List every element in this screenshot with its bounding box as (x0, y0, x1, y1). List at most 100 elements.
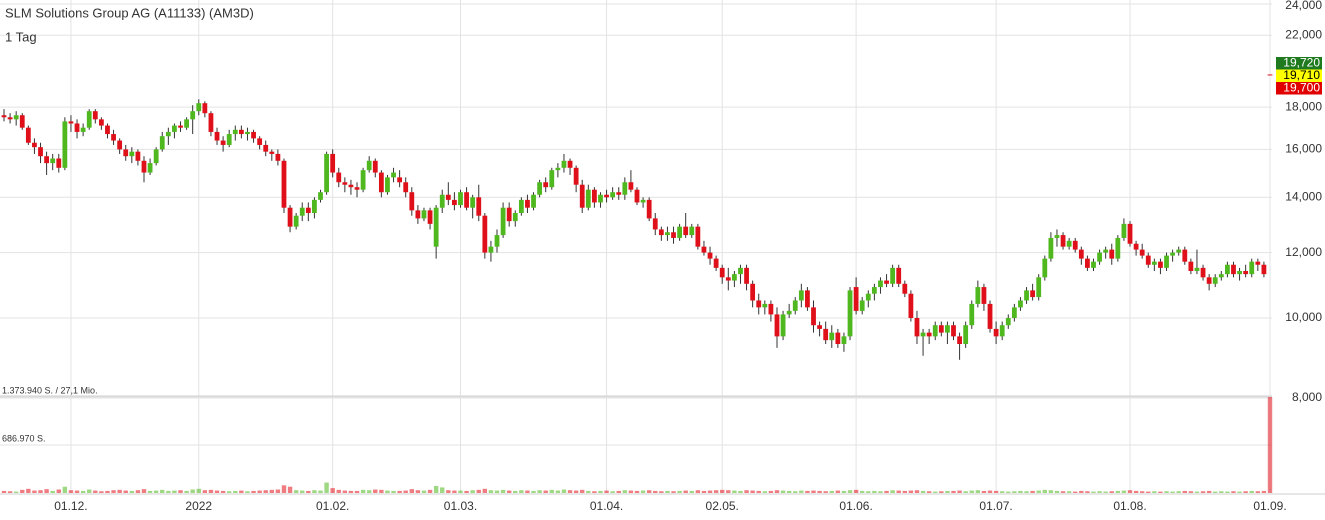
candle-body (1036, 277, 1042, 298)
volume-bar (872, 490, 877, 493)
candle-body (1224, 264, 1230, 275)
candle-body (531, 194, 536, 208)
candle-body (13, 115, 19, 120)
x-tick-label: 02.05. (706, 499, 739, 513)
candle-body (677, 226, 683, 238)
y-tick-label: 8,000 (1292, 390, 1322, 404)
volume-bar (50, 490, 55, 493)
volume-bar (1066, 491, 1072, 493)
volume-bar (251, 490, 256, 493)
candle-body (573, 167, 579, 185)
candle-body (92, 111, 98, 120)
candle-body (1261, 264, 1267, 275)
volume-bar (1237, 491, 1242, 493)
volume-bar (117, 489, 122, 493)
candle-body (920, 332, 926, 337)
candle-body (604, 194, 609, 198)
candle-body (184, 119, 189, 128)
candle-body (969, 303, 975, 326)
volume-bar (823, 491, 828, 493)
price-badge (1276, 57, 1322, 70)
volume-bar (208, 489, 214, 493)
volume-bar (616, 490, 621, 493)
volume-bar (74, 490, 80, 493)
y-tick-label: 24,000 (1285, 0, 1322, 12)
volume-bar (537, 490, 542, 493)
candle-body (50, 158, 56, 164)
candle-body (275, 153, 281, 161)
volume-bar (835, 490, 841, 493)
volume-bar (318, 490, 323, 493)
candle-body (1072, 240, 1078, 250)
candle-body (68, 121, 74, 124)
y-tick-label: 22,000 (1285, 27, 1322, 41)
candle-body (433, 207, 439, 247)
candle-body (482, 215, 488, 253)
candle-body (421, 210, 427, 219)
volume-bar (567, 490, 573, 493)
candle-body (1005, 317, 1011, 326)
candle-body (829, 332, 835, 341)
volume-bar (762, 491, 768, 493)
candle-body (823, 328, 829, 341)
volume-bar (446, 490, 451, 493)
candle-body (135, 151, 141, 161)
volume-bar (1097, 491, 1102, 493)
volume-bar (1073, 491, 1078, 493)
candle-body (494, 235, 500, 247)
candle-body (1145, 255, 1151, 265)
volume-bar (847, 490, 853, 493)
volume-bar (866, 491, 871, 493)
volume-bar (190, 489, 195, 493)
candle-body (1243, 270, 1249, 275)
volume-bar (586, 490, 591, 493)
volume-bar (470, 490, 475, 493)
candle-body (640, 199, 646, 203)
volume-bar (409, 489, 414, 493)
volume-bar (123, 490, 128, 493)
volume-bar (829, 490, 834, 493)
candle-body (153, 149, 159, 164)
candle-body (464, 192, 469, 208)
candle-body (780, 314, 786, 337)
candle-body (1060, 235, 1066, 247)
candle-body (1164, 255, 1169, 268)
candle-body (105, 125, 110, 135)
volume-bar (202, 490, 208, 493)
volume-bar (160, 489, 165, 493)
candle-body (506, 207, 512, 222)
candle-body (1188, 261, 1194, 271)
candle-body (525, 199, 530, 208)
candle-body (38, 147, 43, 157)
volume-bar (732, 490, 737, 493)
candle-body (835, 332, 841, 344)
candle-body (561, 160, 567, 168)
volume-bar (373, 489, 378, 493)
candle-body (1237, 270, 1242, 275)
candle-body (805, 290, 810, 308)
volume-bar (269, 489, 275, 493)
volume-bar (805, 490, 810, 493)
candle-body (226, 134, 232, 145)
volume-bar (257, 490, 262, 493)
volume-bar (239, 490, 244, 493)
candle-body (62, 121, 68, 168)
candle-body (336, 172, 342, 183)
chart-subtitle: 1 Tag (5, 29, 37, 44)
volume-bar (1012, 491, 1017, 493)
volume-bar (348, 490, 354, 493)
candle-body (245, 131, 250, 135)
volume-bar (604, 490, 609, 493)
x-tick-label: 01.04. (590, 499, 623, 513)
candle-body (415, 210, 421, 219)
candle-body (372, 160, 378, 173)
candle-body (634, 189, 640, 203)
volume-bar (1127, 490, 1133, 493)
volume-bar (1030, 490, 1035, 493)
candle-body (1042, 258, 1048, 278)
candle-body (391, 172, 396, 178)
volume-bar (1225, 491, 1230, 493)
volume-bar (68, 490, 74, 493)
volume-bar (1231, 491, 1236, 493)
candle-body (281, 160, 287, 208)
